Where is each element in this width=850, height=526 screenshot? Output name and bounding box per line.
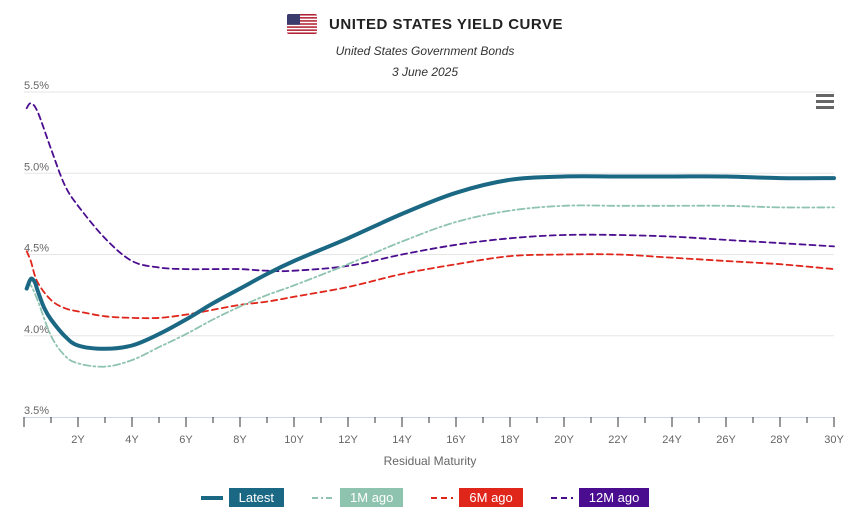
yield-curve-chart: 3.5% 4.0% 4.5% 5.0% 5.5% 2Y 4Y 6Y 8Y 10Y 12Y 14Y 16… [23, 80, 844, 468]
legend-item-latest[interactable]: Latest [200, 488, 285, 507]
series-line-6m-ago[interactable] [25, 250, 835, 320]
x-tick-label: 24Y [662, 434, 682, 446]
x-tick-label: 26Y [716, 434, 736, 446]
x-tick-label: 14Y [392, 434, 412, 446]
x-tick-label: 10Y [284, 434, 304, 446]
series-line-latest[interactable] [24, 174, 836, 351]
chart-header: UNITED STATES YIELD CURVE [0, 14, 850, 39]
y-tick-label: 4.5% [24, 243, 49, 255]
legend-swatch-12m-ago [550, 496, 573, 499]
x-tick-label: 20Y [554, 434, 574, 446]
legend-label-6m-ago: 6M ago [459, 488, 523, 507]
x-tick-label: 28Y [770, 434, 790, 446]
y-tick-label: 5.0% [24, 161, 49, 173]
chart-subtitle: United States Government Bonds [335, 44, 515, 58]
legend-swatch-6m-ago [431, 496, 454, 499]
legend-item-1m-ago[interactable]: 1M ago [312, 488, 404, 507]
legend-label-1m-ago: 1M ago [340, 488, 404, 507]
x-tick-label: 18Y [500, 434, 520, 446]
legend-label-12m-ago: 12M ago [578, 488, 650, 507]
series-line-12m-ago[interactable] [25, 102, 835, 273]
x-tick-label: 30Y [824, 434, 844, 446]
x-tick-label: 4Y [125, 434, 139, 446]
y-axis-ticks: 3.5% 4.0% 4.5% 5.0% 5.5% [24, 80, 49, 417]
x-tick-label: 6Y [179, 434, 193, 446]
x-axis-label: Residual Maturity [384, 454, 477, 468]
x-axis: 2Y 4Y 6Y 8Y 10Y 12Y 14Y 16Y 18Y 20Y 22Y 24Y 26Y 28Y 30… [23, 417, 844, 446]
x-tick-label: 12Y [338, 434, 358, 446]
x-tick-label: 2Y [71, 434, 85, 446]
legend-label-latest: Latest [228, 488, 285, 507]
legend-swatch-1m-ago [312, 496, 335, 499]
x-tick-label: 16Y [446, 434, 466, 446]
legend-item-12m-ago[interactable]: 12M ago [550, 488, 650, 507]
y-tick-label: 4.0% [24, 324, 49, 336]
legend-item-6m-ago[interactable]: 6M ago [431, 488, 523, 507]
series-lines [24, 102, 836, 368]
y-tick-label: 3.5% [24, 405, 49, 417]
chart-legend: Latest 1M ago 6M ago 12M ago [0, 488, 850, 507]
us-flag-icon [287, 14, 318, 34]
grid-lines [24, 91, 834, 337]
legend-swatch-latest [200, 495, 223, 500]
y-tick-label: 5.5% [24, 80, 49, 92]
x-tick-label: 8Y [233, 434, 247, 446]
chart-date: 3 June 2025 [391, 65, 459, 79]
x-tick-label: 22Y [608, 434, 628, 446]
series-line-1m-ago[interactable] [25, 204, 835, 368]
chart-title: UNITED STATES YIELD CURVE [329, 15, 563, 33]
hamburger-menu-icon[interactable] [816, 94, 834, 112]
